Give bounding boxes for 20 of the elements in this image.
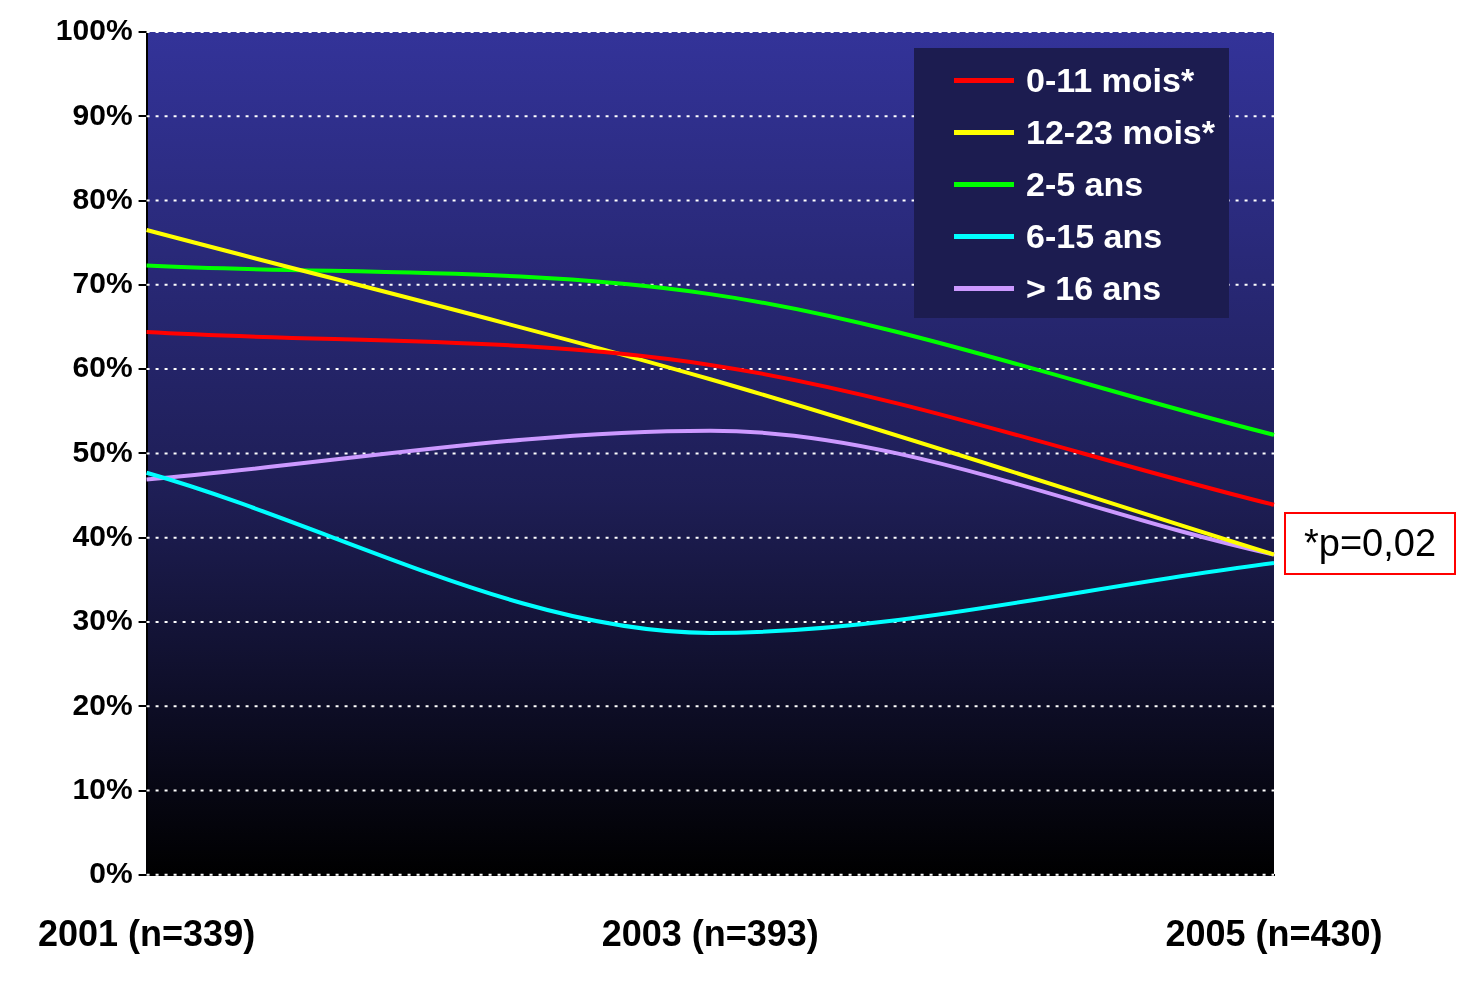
- y-tick-label: 70%: [72, 266, 133, 300]
- x-tick-label: 2001 (n=339): [37, 913, 256, 955]
- y-tick-label: 40%: [72, 518, 133, 552]
- y-tick-label: 90%: [72, 97, 133, 131]
- legend-label: 12-23 mois*: [1026, 112, 1215, 152]
- y-tick-label: 20%: [72, 687, 133, 721]
- x-tick-label: 2003 (n=393): [601, 913, 819, 955]
- y-tick-label: 30%: [72, 603, 133, 637]
- legend-label: 0-11 mois*: [1026, 60, 1195, 100]
- x-tick-label: 2005 (n=430): [1165, 913, 1383, 955]
- y-tick-label: 50%: [72, 434, 133, 468]
- legend-label: > 16 ans: [1026, 268, 1162, 308]
- y-tick-label: 60%: [72, 350, 133, 384]
- y-tick-label: 100%: [55, 13, 133, 47]
- legend-label: 6-15 ans: [1026, 216, 1163, 256]
- y-tick-label: 10%: [72, 771, 133, 805]
- legend-label: 2-5 ans: [1026, 164, 1144, 204]
- y-tick-label: 80%: [72, 181, 133, 215]
- text: *p=0,02: [1284, 512, 1457, 575]
- y-tick-label: 0%: [89, 856, 133, 890]
